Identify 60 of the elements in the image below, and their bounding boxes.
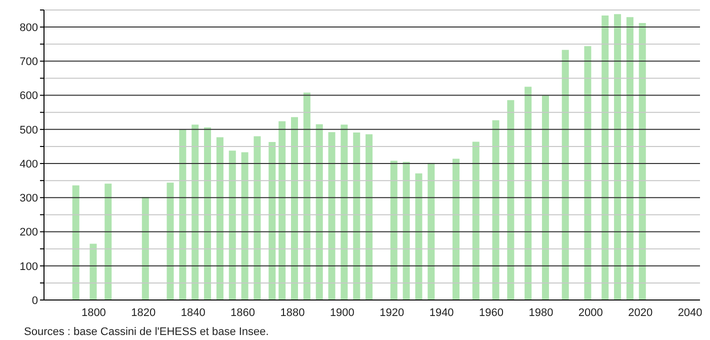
- bar: [492, 120, 500, 300]
- bar: [626, 17, 634, 300]
- bar: [204, 127, 212, 300]
- bar: [291, 117, 298, 300]
- y-tick-label: 600: [20, 90, 38, 102]
- bar: [104, 184, 112, 300]
- bar: [415, 173, 422, 300]
- bar: [278, 121, 286, 300]
- source-note: Sources : base Cassini de l'EHESS et base Insee.: [24, 326, 270, 338]
- bar: [562, 50, 569, 300]
- y-tick-label: 200: [20, 226, 38, 239]
- y-tick-label: 100: [20, 260, 38, 273]
- x-tick-label: 1940: [429, 306, 454, 319]
- bar: [166, 182, 174, 300]
- bar: [366, 134, 373, 300]
- x-tick-label: 1820: [131, 306, 156, 319]
- bar: [228, 150, 236, 300]
- bar: [179, 129, 186, 300]
- y-tick-label: 400: [20, 158, 38, 170]
- x-tick-label: 1900: [330, 306, 354, 319]
- y-tick-label: 0: [32, 294, 38, 307]
- bar: [316, 124, 323, 300]
- bar: [524, 86, 532, 300]
- bar: [614, 14, 622, 300]
- x-tick-label: 1800: [81, 306, 106, 319]
- bar: [142, 196, 149, 300]
- bar: [602, 15, 609, 300]
- bar: [507, 100, 514, 300]
- bar: [241, 152, 248, 300]
- y-tick-label: 800: [20, 22, 38, 34]
- bar: [638, 22, 646, 300]
- bar: [452, 158, 460, 300]
- bar: [340, 124, 348, 300]
- bar: [402, 162, 410, 300]
- y-tick-label: 300: [20, 192, 38, 205]
- bar: [72, 185, 80, 300]
- bar: [472, 142, 480, 300]
- bar: [328, 132, 336, 300]
- bar: [303, 92, 310, 300]
- bar: [353, 132, 360, 300]
- bar: [90, 244, 97, 300]
- x-tick-label: 1960: [479, 306, 504, 319]
- bar: [254, 136, 261, 300]
- bar: [192, 124, 199, 300]
- x-tick-label: 1920: [380, 306, 404, 319]
- bar: [428, 162, 435, 300]
- y-tick-label: 500: [20, 124, 38, 136]
- x-tick-label: 1980: [528, 306, 554, 319]
- x-tick-label: 2040: [678, 306, 702, 319]
- y-tick-label: 700: [20, 56, 38, 68]
- bar: [584, 46, 592, 300]
- x-tick-label: 2020: [628, 306, 653, 319]
- x-tick-label: 1880: [280, 306, 305, 319]
- bar: [542, 95, 549, 300]
- x-tick-label: 2000: [578, 306, 603, 319]
- bar: [216, 137, 224, 300]
- bar: [268, 142, 276, 300]
- bar: [390, 160, 398, 300]
- x-tick-label: 1840: [180, 306, 206, 319]
- x-tick-label: 1860: [230, 306, 256, 319]
